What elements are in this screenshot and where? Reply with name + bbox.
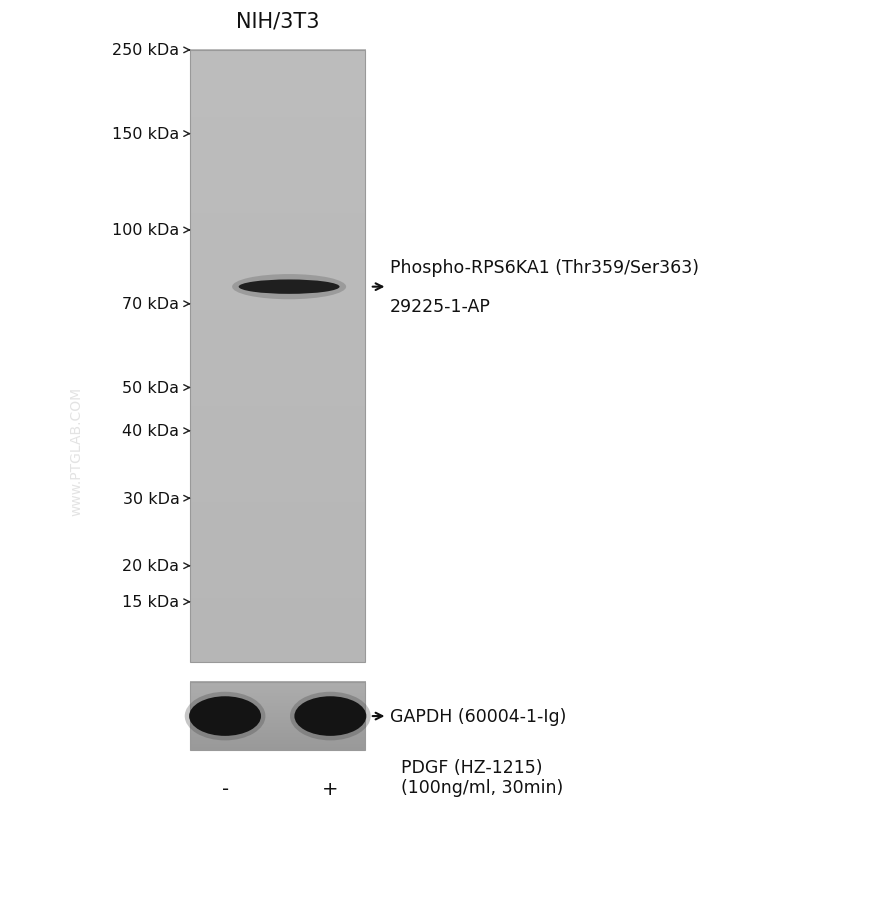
Text: NIH/3T3: NIH/3T3 [236,11,319,32]
Text: GAPDH (60004-1-Ig): GAPDH (60004-1-Ig) [390,707,567,725]
Text: www.PTGLAB.COM: www.PTGLAB.COM [69,387,83,515]
Ellipse shape [295,696,366,736]
Text: 15 kDa: 15 kDa [122,594,180,610]
Bar [190,51,365,662]
Text: 70 kDa: 70 kDa [122,297,180,312]
Bar [190,682,365,750]
Ellipse shape [232,275,346,300]
Text: 20 kDa: 20 kDa [122,558,180,574]
Text: 50 kDa: 50 kDa [122,381,180,396]
Ellipse shape [185,692,266,741]
Text: +: + [322,778,339,797]
Text: Phospho-RPS6KA1 (Thr359/Ser363): Phospho-RPS6KA1 (Thr359/Ser363) [390,259,699,277]
Ellipse shape [238,281,340,295]
Ellipse shape [290,692,370,741]
Ellipse shape [189,696,261,736]
Text: (100ng/ml, 30min): (100ng/ml, 30min) [400,778,563,796]
Text: 150 kDa: 150 kDa [113,127,180,142]
Text: PDGF (HZ-1215): PDGF (HZ-1215) [400,759,542,777]
Text: 100 kDa: 100 kDa [113,223,180,238]
Text: -: - [222,778,229,797]
Text: 250 kDa: 250 kDa [113,43,180,59]
Text: 29225-1-AP: 29225-1-AP [390,299,491,316]
Text: 30 kDa: 30 kDa [122,492,180,506]
Text: 40 kDa: 40 kDa [122,424,180,438]
